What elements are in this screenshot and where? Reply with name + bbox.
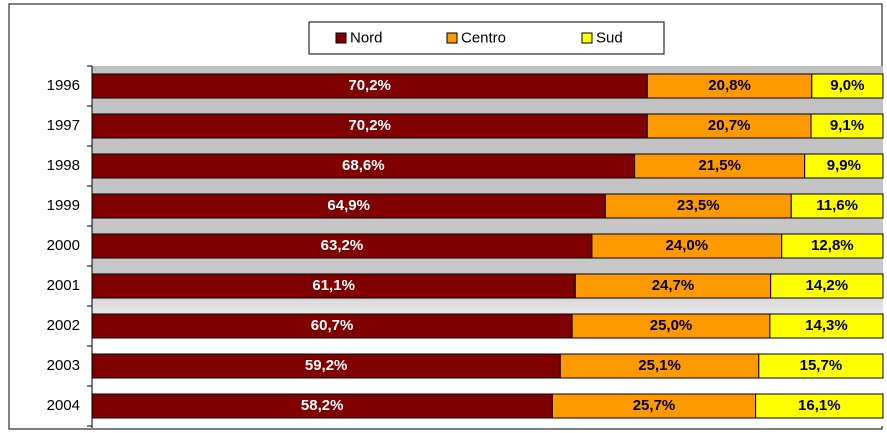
bar-segment	[810, 113, 884, 139]
bar-segment	[91, 193, 606, 219]
data-label: 24,0%	[666, 237, 709, 254]
data-label: 9,0%	[830, 77, 864, 94]
bar-segment	[646, 113, 812, 139]
bar-segment	[91, 73, 648, 99]
legend-label: Centro	[461, 29, 506, 46]
y-tick-label: 2001	[47, 277, 80, 294]
data-label: 11,6%	[816, 197, 858, 214]
data-label: 20,8%	[708, 77, 751, 94]
data-label: 23,5%	[677, 197, 720, 214]
y-tick-label: 2004	[47, 397, 80, 414]
data-label: 12,8%	[811, 237, 854, 254]
bar-segment	[551, 393, 757, 419]
data-label: 60,7%	[311, 317, 354, 334]
bar-segment	[91, 313, 573, 339]
y-tick-label: 2000	[47, 237, 80, 254]
data-label: 14,3%	[805, 317, 848, 334]
data-label: 59,2%	[305, 357, 348, 374]
y-tick-label: 1999	[47, 197, 80, 214]
bar-segment	[811, 73, 884, 99]
bar-segment	[559, 353, 760, 379]
data-label: 61,1%	[312, 277, 355, 294]
data-label: 70,2%	[348, 77, 391, 94]
bar-segment	[91, 353, 561, 379]
data-label: 58,2%	[301, 397, 344, 414]
legend-swatch	[581, 32, 593, 44]
legend-swatch	[335, 32, 347, 44]
data-label: 25,1%	[638, 357, 681, 374]
bar-segment	[91, 393, 553, 419]
bar-segment	[604, 193, 792, 219]
bar-segment	[758, 353, 884, 379]
bar-segment	[781, 233, 884, 259]
bar-segment	[634, 153, 806, 179]
data-label: 16,1%	[798, 397, 841, 414]
y-tick-label: 1997	[47, 117, 80, 134]
y-tick-label: 1996	[47, 77, 80, 94]
data-label: 21,5%	[698, 157, 741, 174]
bar-segment	[591, 233, 783, 259]
data-label: 25,0%	[650, 317, 693, 334]
data-label: 20,7%	[708, 117, 751, 134]
legend-label: Nord	[350, 29, 383, 46]
legend-label: Sud	[596, 29, 623, 46]
data-label: 63,2%	[321, 237, 364, 254]
data-label: 70,2%	[348, 117, 391, 134]
data-label: 15,7%	[800, 357, 843, 374]
bar-segment	[804, 153, 884, 179]
bar-segment	[790, 193, 884, 219]
bar-segment	[769, 313, 884, 339]
legend-swatch	[446, 32, 458, 44]
bar-segment	[91, 273, 576, 299]
bar-segment	[770, 273, 884, 299]
y-tick-label: 1998	[47, 157, 80, 174]
y-tick-label: 2003	[47, 357, 80, 374]
data-label: 9,1%	[830, 117, 864, 134]
data-label: 14,2%	[806, 277, 849, 294]
data-label: 24,7%	[652, 277, 695, 294]
bar-segment	[91, 113, 648, 139]
bar-segment	[91, 233, 593, 259]
legend	[308, 21, 665, 55]
data-label: 68,6%	[342, 157, 385, 174]
data-label: 64,9%	[327, 197, 370, 214]
data-label: 9,9%	[827, 157, 861, 174]
y-tick-label: 2002	[47, 317, 80, 334]
bar-segment	[755, 393, 884, 419]
data-label: 25,7%	[633, 397, 676, 414]
